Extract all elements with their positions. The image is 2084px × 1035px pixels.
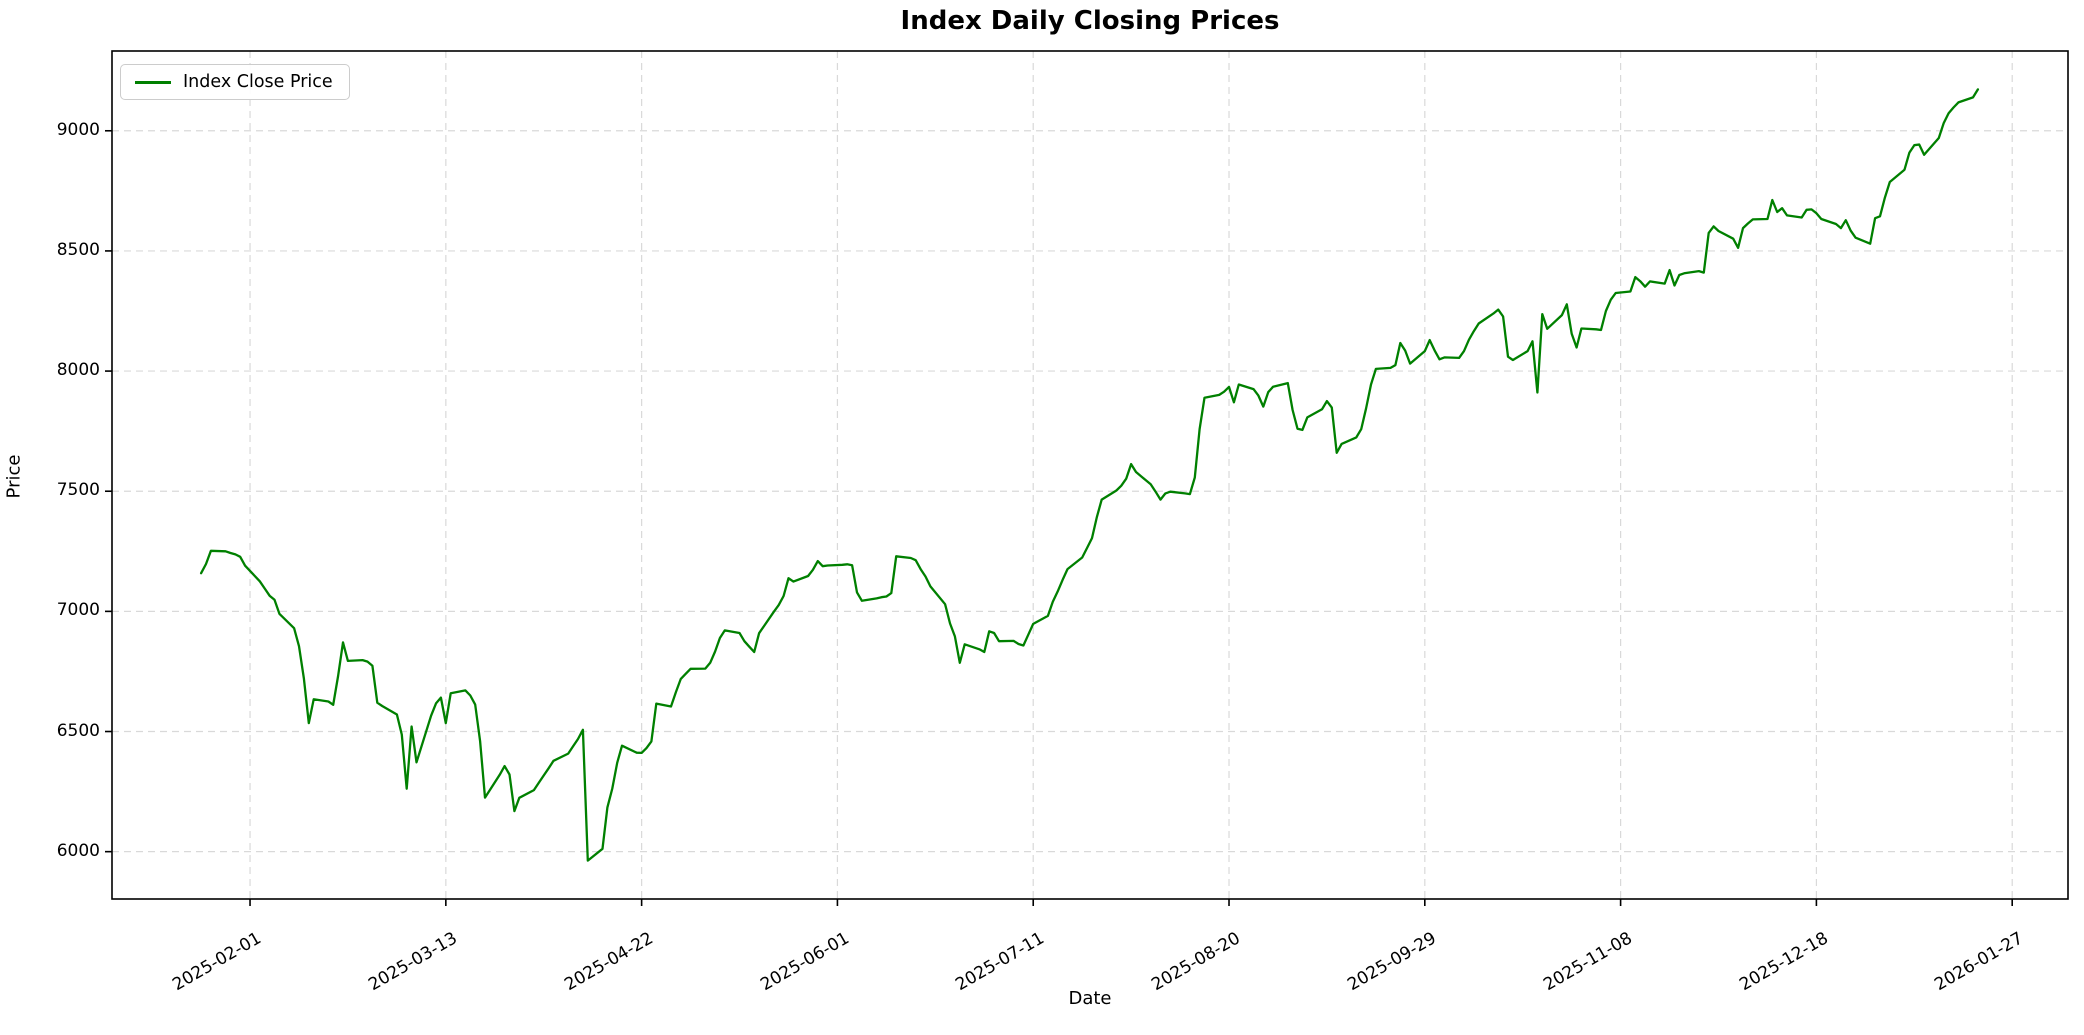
legend: Index Close Price bbox=[120, 64, 350, 100]
plot-frame bbox=[111, 50, 2069, 900]
y-tick-label: 7000 bbox=[56, 600, 100, 621]
grid-lines bbox=[112, 51, 2068, 899]
y-tick-label: 8500 bbox=[56, 239, 100, 260]
y-tick-label: 8000 bbox=[56, 360, 100, 381]
y-tick-label: 6000 bbox=[56, 840, 100, 861]
tick-marks bbox=[105, 129, 2013, 906]
y-tick-label: 9000 bbox=[56, 119, 100, 140]
legend-label: Index Close Price bbox=[183, 72, 333, 92]
legend-line-swatch bbox=[135, 80, 171, 84]
x-axis-label: Date bbox=[1068, 988, 1112, 1009]
y-tick-label: 7500 bbox=[56, 480, 100, 501]
chart-title: Index Daily Closing Prices bbox=[900, 6, 1280, 36]
y-tick-label: 6500 bbox=[56, 720, 100, 741]
price-line bbox=[199, 88, 1980, 862]
y-axis-label: Price bbox=[3, 454, 25, 499]
